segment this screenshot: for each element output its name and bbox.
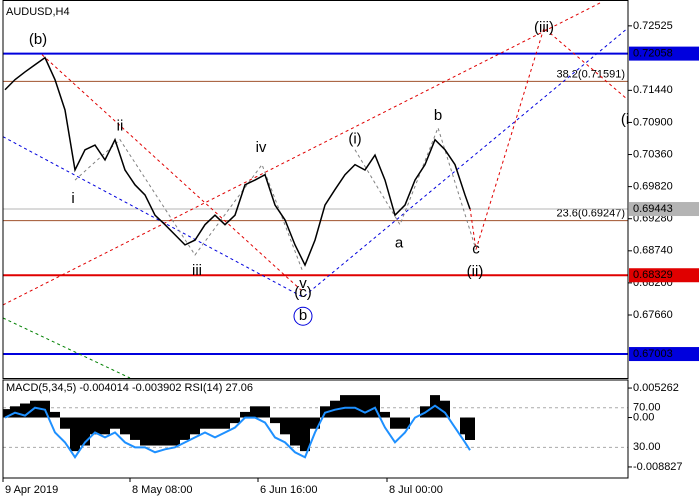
- y-tick-label: 0.71440: [633, 84, 673, 96]
- wave-label: c: [472, 241, 480, 258]
- price-box: [629, 202, 699, 217]
- macd-bar: [190, 417, 200, 435]
- macd-bar: [280, 417, 290, 435]
- price-box-label: 0.69443: [633, 203, 673, 215]
- macd-bar: [160, 417, 170, 446]
- wave-label: (iii): [534, 19, 554, 36]
- trendline: [41, 54, 304, 293]
- trendline: [354, 126, 477, 250]
- macd-bar: [50, 411, 60, 418]
- macd-bar: [90, 417, 100, 435]
- wave-label: ii: [117, 118, 124, 135]
- macd-bar: [20, 403, 30, 418]
- macd-bar: [400, 417, 410, 429]
- trendline: [3, 27, 628, 298]
- macd-bar: [110, 417, 120, 429]
- level-box-label: 0.68329: [633, 269, 673, 281]
- macd-bar: [220, 417, 230, 429]
- price-series: [4, 56, 471, 267]
- wave-label: i: [71, 190, 74, 207]
- macd-bar: [390, 417, 400, 429]
- x-tick-label: 8 May 08:00: [132, 484, 193, 496]
- macd-bar: [310, 417, 320, 429]
- level-box: [629, 347, 699, 362]
- macd-bar: [380, 411, 390, 418]
- macd-bar: [440, 400, 450, 418]
- wave-label: (ii): [467, 263, 484, 280]
- macd-bar: [180, 417, 190, 440]
- trendline: [469, 27, 628, 250]
- macd-bar: [3, 409, 10, 418]
- y2-tick-label: 30.00: [633, 441, 661, 453]
- y-tick-label: 0.67660: [633, 309, 673, 321]
- level-box: [629, 46, 699, 61]
- y-tick-label: 0.70900: [633, 116, 673, 128]
- x-tick-label: 9 Apr 2019: [5, 484, 58, 496]
- macd-bar: [60, 417, 70, 429]
- macd-bar: [270, 417, 280, 424]
- macd-bar: [200, 417, 210, 429]
- wave-label: v: [299, 275, 307, 292]
- macd-bar: [100, 417, 110, 435]
- macd-bar: [210, 417, 220, 429]
- macd-bar: [120, 417, 130, 435]
- wave-label: iv: [256, 139, 267, 156]
- indicator-pane: [3, 395, 628, 460]
- trendline: [74, 138, 304, 273]
- rsi-line: [4, 404, 471, 460]
- macd-bar: [170, 417, 180, 446]
- macd-bar: [290, 417, 300, 446]
- wave-label: (i: [621, 111, 629, 128]
- macd-bar: [80, 417, 90, 446]
- y-tick-label: 0.00: [633, 411, 654, 423]
- macd-bar: [300, 417, 310, 452]
- x-tick-label: 6 Jun 16:00: [260, 484, 318, 496]
- price-frame: [2, 0, 629, 379]
- macd-bar: [150, 417, 160, 446]
- level-box: [629, 268, 699, 283]
- trendline: [3, 317, 131, 378]
- macd-bar: [370, 395, 380, 418]
- macd-bar: [360, 395, 370, 418]
- y2-tick-label: 70.00: [633, 402, 661, 414]
- price-pane: 38.2(0.71591)23.6(0.69247)(b)iiiiiiivv(c…: [3, 2, 629, 378]
- level-box-label: 0.72058: [633, 48, 673, 60]
- wave-label: iii: [192, 262, 202, 279]
- wave-label: (b): [29, 31, 47, 48]
- indicator-frame: [2, 379, 629, 479]
- fib-label: 38.2(0.71591): [557, 68, 626, 80]
- macd-bar: [465, 417, 475, 440]
- y-tick-label: 0.72525: [633, 20, 673, 32]
- y-tick-label: -0.008827: [633, 461, 683, 473]
- y-tick-label: 0.69820: [633, 181, 673, 193]
- macd-bar: [30, 400, 40, 418]
- wave-label: b: [434, 107, 442, 124]
- axes: 0.725250.714400.709000.703600.698200.692…: [2, 20, 699, 496]
- wave-label: (i): [348, 131, 361, 148]
- macd-bar: [140, 417, 150, 446]
- wave-label: (c): [294, 284, 312, 301]
- fib-label: 23.6(0.69247): [557, 208, 626, 220]
- wave-label: a: [395, 235, 404, 252]
- annotation-circle: [293, 306, 313, 326]
- chart-title: AUDUSD,H4: [6, 6, 70, 18]
- macd-bar: [130, 417, 140, 440]
- y-tick-label: 0.005262: [633, 382, 679, 394]
- y-tick-label: 0.68740: [633, 245, 673, 257]
- macd-bar: [70, 417, 80, 452]
- x-tick-label: 8 Jul 00:00: [389, 484, 443, 496]
- macd-bar: [350, 395, 360, 418]
- macd-bar: [340, 395, 350, 418]
- indicator-title: MACD(5,34,5) -0.004014 -0.003902 RSI(14)…: [6, 382, 253, 394]
- macd-bar: [230, 417, 240, 424]
- macd-bar: [250, 406, 260, 418]
- level-box-label: 0.67003: [633, 348, 673, 360]
- macd-bar: [240, 411, 250, 418]
- wave-label: b: [299, 307, 307, 324]
- y-tick-label: 0.70360: [633, 148, 673, 160]
- macd-bar: [260, 406, 270, 418]
